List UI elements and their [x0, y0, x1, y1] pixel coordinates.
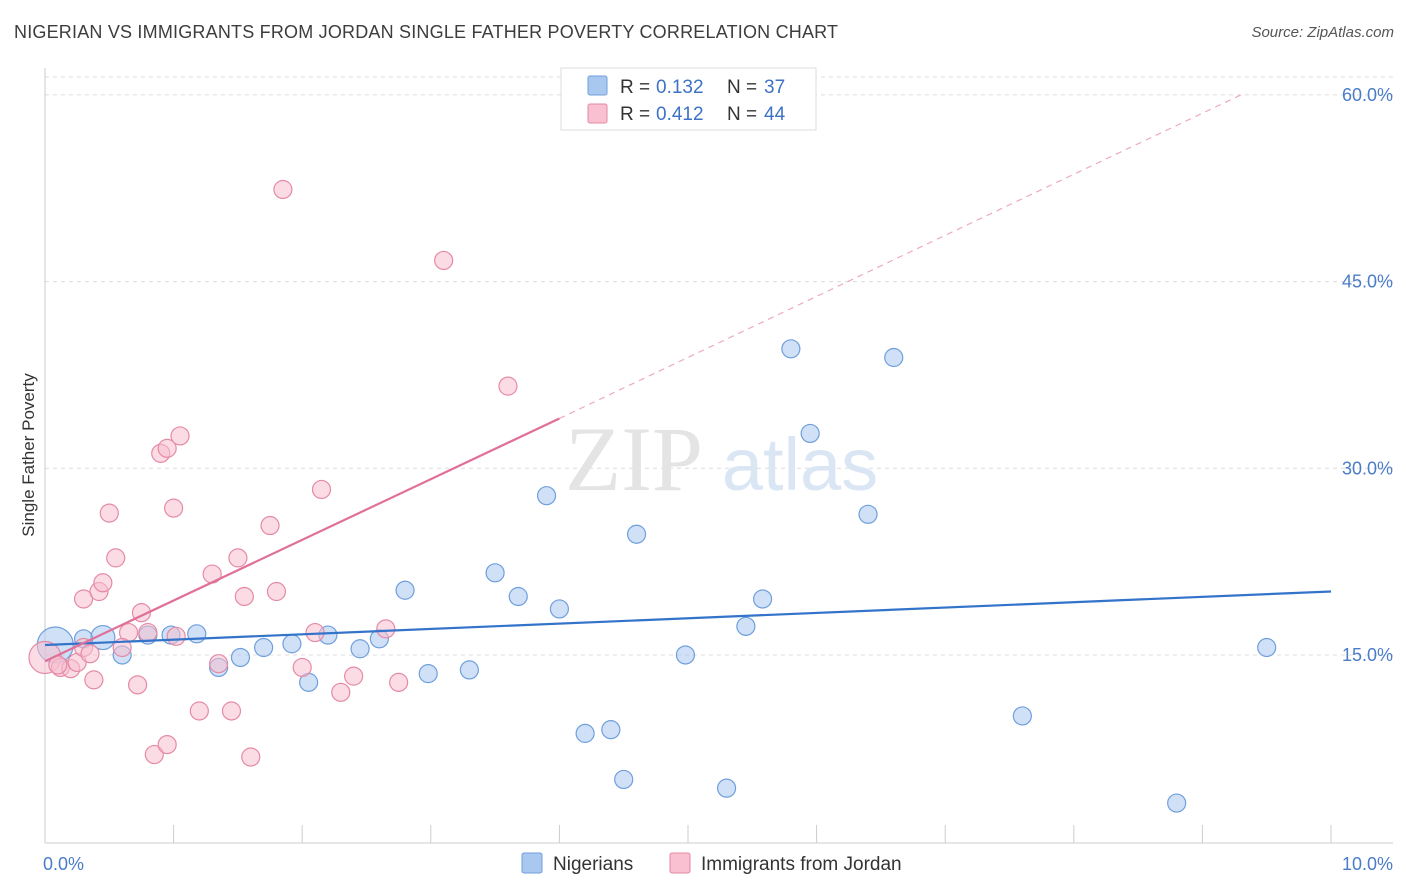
data-point	[459, 660, 479, 680]
data-point	[395, 580, 415, 600]
x-tick-label: 0.0%	[43, 854, 84, 874]
data-point	[781, 339, 801, 359]
bottom-legend: Nigerians Immigrants from Jordan	[521, 852, 902, 875]
data-point	[418, 664, 438, 684]
data-point	[376, 619, 396, 639]
y-tick-label: 45.0%	[1342, 272, 1393, 292]
data-point	[675, 645, 696, 665]
data-point	[273, 179, 293, 200]
data-point	[626, 524, 647, 544]
data-point	[170, 426, 190, 446]
bottom-legend-label-jordan: Immigrants from Jordan	[701, 854, 902, 875]
data-point	[389, 672, 409, 692]
data-point	[292, 657, 312, 678]
data-point	[752, 589, 773, 609]
data-point	[138, 622, 158, 643]
data-point	[157, 734, 177, 755]
chart-title: NIGERIAN VS IMMIGRANTS FROM JORDAN SINGL…	[14, 22, 839, 42]
watermark-zip: ZIP	[565, 408, 703, 510]
data-point	[1257, 637, 1277, 658]
data-point	[228, 548, 248, 568]
watermark-atlas: atlas	[722, 423, 878, 506]
data-point	[331, 682, 351, 702]
data-point	[508, 586, 528, 607]
data-point	[884, 347, 904, 368]
data-point	[536, 486, 557, 506]
data-point	[736, 616, 756, 636]
data-point	[858, 504, 878, 524]
data-point	[73, 589, 94, 609]
legend-r-value-jordan: 0.412	[656, 104, 704, 125]
data-point	[601, 720, 621, 740]
source-label: Source: ZipAtlas.com	[1251, 24, 1394, 41]
axes	[44, 68, 1393, 844]
legend-n-label: N =	[727, 77, 757, 98]
data-point	[575, 723, 595, 743]
data-point	[99, 503, 119, 523]
jordan-points	[28, 179, 518, 767]
data-point	[187, 624, 207, 644]
legend-n-label: N =	[727, 104, 757, 125]
data-point	[209, 654, 229, 674]
y-tick-labels: 15.0% 30.0% 45.0% 60.0%	[1342, 85, 1393, 665]
legend-n-value-jordan: 44	[764, 104, 786, 125]
legend-n-value-nigerians: 37	[764, 77, 785, 98]
legend-r-value-nigerians: 0.132	[656, 77, 704, 98]
data-point	[84, 670, 104, 690]
data-point	[93, 573, 113, 593]
data-point	[221, 701, 242, 721]
x-tick-labels: 0.0% 10.0%	[43, 854, 1393, 874]
data-point	[549, 599, 570, 619]
data-point	[164, 498, 184, 518]
y-axis-title: Single Father Poverty	[19, 373, 38, 537]
data-point	[434, 250, 454, 271]
trend-line	[44, 590, 1332, 647]
y-tick-label: 15.0%	[1342, 645, 1393, 665]
data-point	[485, 563, 505, 583]
x-tick-label: 10.0%	[1342, 854, 1393, 874]
data-point	[80, 644, 100, 664]
data-point	[282, 634, 302, 654]
bottom-legend-label-nigerians: Nigerians	[553, 854, 633, 875]
data-point	[716, 778, 737, 798]
data-point	[350, 639, 370, 659]
data-point	[498, 376, 518, 396]
data-point	[230, 647, 251, 668]
data-point	[189, 701, 209, 721]
data-point	[254, 637, 274, 658]
data-point	[1012, 706, 1032, 726]
y-tick-label: 60.0%	[1342, 85, 1393, 105]
trend-lines	[44, 94, 1332, 663]
data-point	[127, 675, 148, 695]
bottom-legend-swatch-nigerians	[521, 852, 543, 874]
trend-line-extension	[559, 94, 1242, 420]
legend: R = 0.132 N = 37 R = 0.412 N = 44	[560, 67, 817, 131]
data-point	[311, 479, 332, 500]
data-point	[157, 438, 177, 458]
data-point	[166, 626, 186, 646]
grid-lines	[45, 76, 1393, 656]
trend-line	[44, 417, 560, 663]
legend-r-label: R =	[620, 104, 650, 125]
legend-r-label: R =	[620, 77, 650, 98]
legend-swatch-nigerians	[587, 75, 608, 96]
y-tick-label: 30.0%	[1342, 458, 1393, 478]
data-point	[106, 548, 126, 568]
data-point	[241, 747, 261, 767]
legend-swatch-jordan	[587, 103, 608, 124]
watermark: ZIP atlas	[565, 408, 878, 510]
data-point	[234, 586, 254, 607]
data-point	[1167, 793, 1187, 813]
data-point	[266, 581, 287, 602]
data-point	[144, 744, 164, 765]
data-point	[800, 423, 820, 444]
bottom-legend-swatch-jordan	[669, 852, 691, 874]
data-point	[260, 515, 280, 536]
data-point	[344, 666, 364, 686]
data-point	[614, 769, 634, 790]
